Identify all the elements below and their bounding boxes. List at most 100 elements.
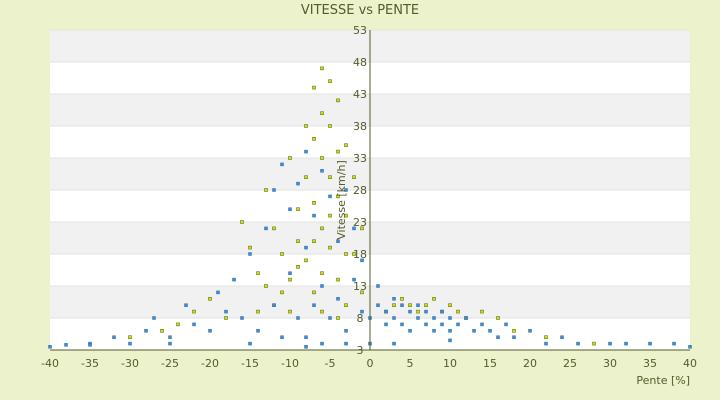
- data-point-s0: [320, 309, 324, 314]
- x-tick-label: 0: [367, 357, 374, 370]
- data-point-s1: [280, 335, 284, 339]
- data-point-s1: [528, 329, 532, 333]
- data-point-s1: [480, 322, 484, 327]
- data-point-s0: [544, 335, 548, 339]
- data-point-s1: [440, 309, 444, 314]
- data-point-s1: [400, 303, 404, 307]
- data-point-s0: [312, 137, 316, 141]
- data-point-s0: [304, 175, 308, 179]
- data-point-s0: [288, 156, 292, 160]
- x-axis-label: Pente [%]: [636, 374, 690, 387]
- data-point-s1: [168, 341, 172, 346]
- data-point-s1: [544, 341, 548, 346]
- data-point-s1: [304, 245, 308, 250]
- data-point-s0: [328, 245, 332, 250]
- data-point-s0: [336, 277, 340, 282]
- data-point-s0: [320, 156, 324, 160]
- data-point-s1: [376, 303, 380, 307]
- data-point-s1: [512, 335, 516, 339]
- data-point-s1: [648, 341, 652, 346]
- x-tick-label: 30: [603, 357, 617, 370]
- data-points: [48, 66, 692, 349]
- x-tick-label: -30: [121, 357, 139, 370]
- data-point-s1: [248, 252, 252, 256]
- data-point-s1: [400, 322, 404, 327]
- y-tick-label: 18: [353, 248, 367, 261]
- data-point-s1: [424, 309, 428, 314]
- data-point-s1: [48, 345, 52, 349]
- data-point-s1: [448, 329, 452, 333]
- x-tick-label: -20: [201, 357, 219, 370]
- data-point-s0: [408, 303, 412, 307]
- y-tick-label: 43: [353, 88, 367, 101]
- x-tick-label: -40: [41, 357, 59, 370]
- data-point-s0: [296, 265, 300, 269]
- data-point-s0: [328, 175, 332, 179]
- data-point-s1: [248, 341, 252, 346]
- x-tick-label: -35: [81, 357, 99, 370]
- data-point-s0: [592, 341, 596, 346]
- data-point-s0: [456, 309, 460, 314]
- data-point-s0: [416, 309, 420, 314]
- data-point-s1: [496, 335, 500, 339]
- x-tick-label: -25: [161, 357, 179, 370]
- x-tick-label: 5: [407, 357, 414, 370]
- y-tick-label: 23: [353, 216, 367, 229]
- data-point-s1: [432, 316, 436, 320]
- data-point-s1: [448, 338, 452, 343]
- data-point-s0: [320, 111, 324, 115]
- data-point-s1: [216, 290, 220, 295]
- data-point-s0: [336, 194, 340, 199]
- x-tick-label: 35: [643, 357, 657, 370]
- data-point-s1: [304, 345, 308, 349]
- data-point-s1: [320, 169, 324, 173]
- data-point-s1: [504, 322, 508, 327]
- data-point-s0: [352, 175, 356, 179]
- data-point-s0: [328, 79, 332, 83]
- data-point-s1: [152, 316, 156, 320]
- data-point-s1: [272, 188, 276, 192]
- data-point-s1: [64, 343, 68, 347]
- x-tick-label: -15: [241, 357, 259, 370]
- data-point-s1: [688, 345, 692, 349]
- data-point-s0: [360, 226, 364, 231]
- data-point-s1: [112, 335, 116, 339]
- data-point-s0: [328, 213, 332, 218]
- data-point-s1: [224, 309, 228, 314]
- data-point-s0: [256, 309, 260, 314]
- y-tick-label: 3: [357, 344, 364, 357]
- data-point-s0: [264, 284, 268, 288]
- data-point-s0: [336, 149, 340, 154]
- data-point-s0: [312, 201, 316, 205]
- data-point-s1: [304, 149, 308, 154]
- data-point-s0: [128, 335, 132, 339]
- data-point-s1: [312, 303, 316, 307]
- data-point-s0: [400, 297, 404, 301]
- y-tick-label: 8: [357, 312, 364, 325]
- data-point-s1: [576, 341, 580, 346]
- data-point-s1: [128, 341, 132, 346]
- data-point-s1: [384, 309, 388, 314]
- data-point-s0: [288, 277, 292, 282]
- data-point-s0: [160, 329, 164, 333]
- data-point-s1: [88, 343, 92, 347]
- axes: [50, 30, 690, 351]
- data-point-s0: [344, 252, 348, 256]
- data-point-s1: [232, 277, 236, 282]
- data-point-s1: [432, 329, 436, 333]
- data-point-s0: [176, 322, 180, 327]
- data-point-s0: [192, 309, 196, 314]
- x-tick-label: 20: [523, 357, 537, 370]
- data-point-s0: [344, 143, 348, 147]
- chart-title: VITESSE vs PENTE: [301, 3, 419, 18]
- y-tick-label: 38: [353, 120, 367, 133]
- data-point-s0: [344, 213, 348, 218]
- data-point-s1: [344, 341, 348, 346]
- data-point-s1: [624, 341, 628, 346]
- x-tick-label: 25: [563, 357, 577, 370]
- data-point-s1: [392, 341, 396, 346]
- data-point-s1: [288, 271, 292, 275]
- data-point-s1: [288, 207, 292, 211]
